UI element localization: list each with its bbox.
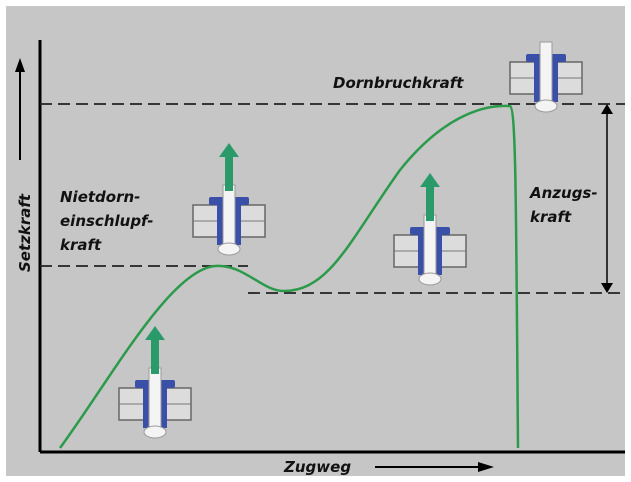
x-arrow-head xyxy=(478,462,494,472)
range-arrow-head xyxy=(601,104,613,114)
annotation: Dornbruchkraft xyxy=(333,74,464,92)
x-label: Zugweg xyxy=(283,458,351,476)
annotation: Nietdorn- xyxy=(60,188,140,206)
annotation: einschlupf- xyxy=(60,212,154,230)
annotation: kraft xyxy=(60,236,102,254)
y-arrow-head xyxy=(15,58,25,72)
y-label: Setzkraft xyxy=(16,193,34,272)
force-curve xyxy=(58,104,520,449)
range-arrow-head xyxy=(601,283,613,293)
annotation: kraft xyxy=(530,208,572,226)
annotation: Anzugs- xyxy=(529,184,598,202)
